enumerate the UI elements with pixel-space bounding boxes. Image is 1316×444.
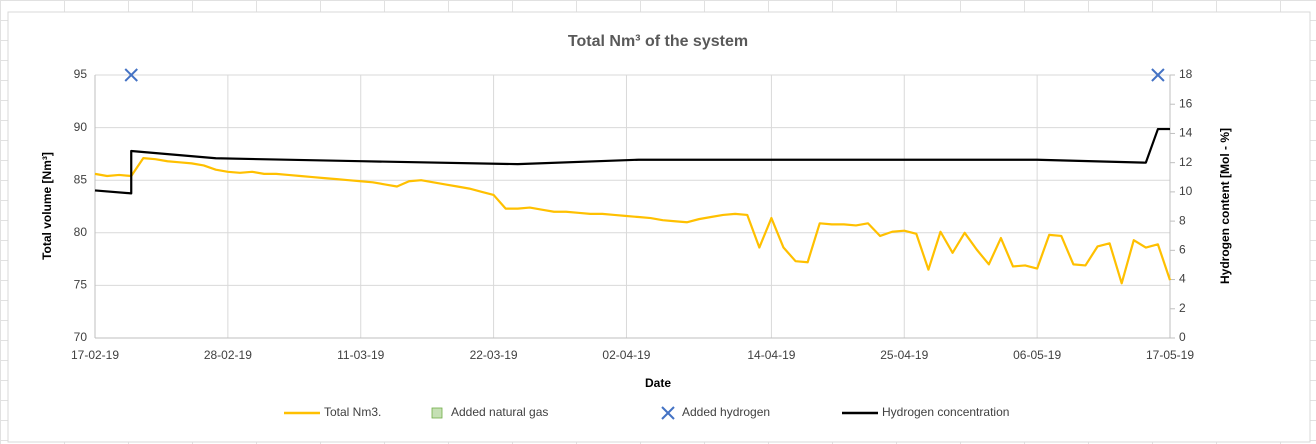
cross-stroke (124, 68, 138, 82)
x-axis-title: Date (645, 376, 671, 390)
cross-stroke (661, 406, 675, 420)
y2-tick-label: 12 (1179, 155, 1193, 169)
legend-label: Total Nm3. (324, 405, 381, 419)
x-tick-label: 22-03-19 (470, 348, 518, 362)
y-tick-label: 85 (74, 172, 88, 186)
square-marker (431, 407, 443, 419)
y-tick-label: 80 (74, 225, 88, 239)
y2-tick-label: 0 (1179, 330, 1186, 344)
cross-marker (661, 406, 675, 420)
cross-marker (124, 68, 138, 82)
legend-label: Added hydrogen (682, 405, 770, 419)
y2-tick-label: 10 (1179, 184, 1193, 198)
chart-area (7, 11, 1311, 443)
series-line (94, 127, 1170, 195)
cross-stroke (1151, 68, 1165, 82)
y2-axis-title: Hydrogen content [Mol - %] (1218, 128, 1232, 284)
y2-tick-label: 2 (1179, 301, 1186, 315)
y-axis-title: Total volume [Nm³] (40, 152, 54, 260)
series-line (94, 157, 1172, 285)
chart-title: Total Nm³ of the system (568, 33, 748, 50)
y2-tick-label: 8 (1179, 213, 1186, 227)
x-tick-label: 11-03-19 (337, 348, 384, 362)
x-tick-label: 14-04-19 (747, 348, 795, 362)
x-tick-label: 25-04-19 (880, 348, 928, 362)
x-tick-label: 02-04-19 (602, 348, 650, 362)
x-tick-label: 28-02-19 (204, 348, 252, 362)
y2-tick-label: 18 (1179, 67, 1193, 81)
y-tick-label: 95 (74, 67, 88, 81)
cross-marker (1151, 68, 1165, 82)
y2-tick-label: 16 (1179, 96, 1193, 110)
y2-tick-label: 14 (1179, 126, 1193, 140)
y2-tick-label: 4 (1179, 272, 1186, 286)
x-tick-label: 06-05-19 (1013, 348, 1061, 362)
y2-tick-label: 6 (1179, 243, 1186, 257)
y-tick-label: 90 (74, 120, 88, 134)
y-tick-label: 75 (74, 278, 88, 292)
legend-label: Added natural gas (451, 405, 548, 419)
x-tick-label: 17-02-19 (71, 348, 119, 362)
y-tick-label: 70 (74, 330, 88, 344)
x-tick-label: 17-05-19 (1146, 348, 1194, 362)
legend-label: Hydrogen concentration (882, 405, 1009, 419)
